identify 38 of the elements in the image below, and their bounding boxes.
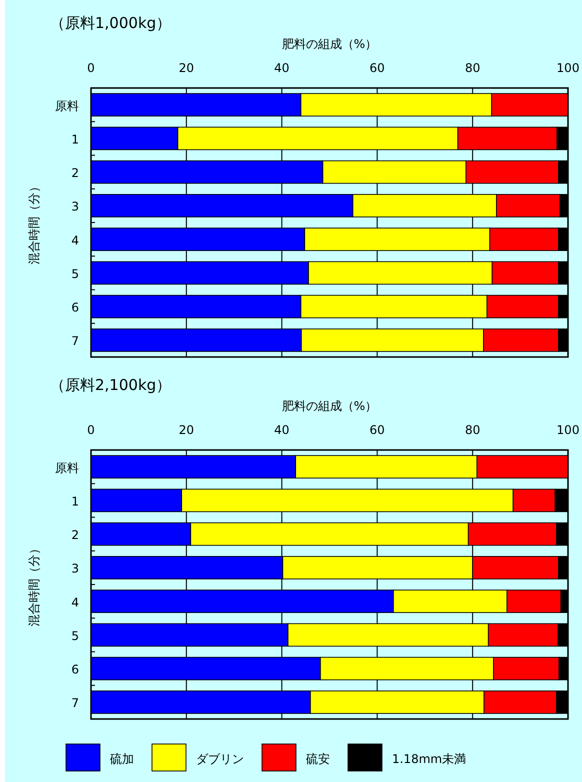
chart-title: （原料2,100kg） [50,376,172,394]
legend-label: ダブリン [196,752,244,766]
y-tick-label: 3 [71,562,79,576]
y-tick-label: 6 [71,300,79,315]
x-tick-label: 0 [87,61,95,75]
x-tick-label: 40 [274,61,290,75]
x-tick-label: 100 [556,423,580,437]
y-tick-label: 4 [71,233,79,248]
x-axis-title: 肥料の組成（%） [282,399,378,413]
y-tick-label: 2 [71,528,79,542]
x-tick-label: 20 [178,61,194,75]
x-tick-label: 60 [370,423,385,437]
y-tick-label: 原料 [55,98,79,113]
x-tick-label: 40 [274,423,290,437]
x-tick-label: 0 [87,423,95,437]
y-tick-label: 1 [71,132,79,146]
chart-title: （原料1,000kg） [50,14,172,32]
x-tick-label: 100 [556,61,580,75]
x-axis-title: 肥料の組成（%） [282,37,378,51]
y-tick-label: 4 [71,595,79,610]
x-tick-label: 60 [370,61,385,75]
y-tick-label: 5 [71,266,79,281]
y-tick-label: 1 [71,494,79,508]
y-axis-title: 混合時間（分） [27,542,41,626]
legend-label: 硫加 [110,752,134,766]
x-tick-label: 20 [178,423,194,437]
y-tick-label: 原料 [55,460,79,475]
legend-label: 1.18mm未満 [392,752,466,766]
y-tick-label: 2 [71,166,79,180]
y-tick-label: 7 [71,696,79,710]
y-tick-label: 3 [71,200,79,214]
y-tick-label: 5 [71,628,79,643]
x-tick-label: 80 [464,61,480,75]
y-tick-label: 7 [71,334,79,348]
legend-label: 硫安 [306,752,330,766]
y-tick-label: 6 [71,662,79,677]
x-tick-label: 80 [464,423,480,437]
y-axis-title: 混合時間（分） [27,180,41,264]
